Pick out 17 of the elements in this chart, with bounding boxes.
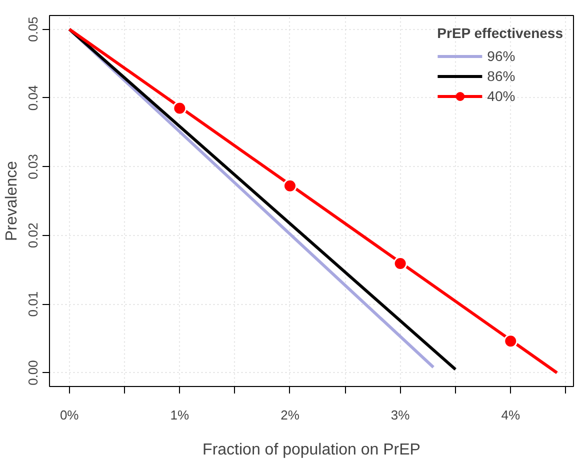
y-axis-title: Prevalence — [4, 160, 20, 242]
x-tick-label: 3% — [390, 408, 410, 422]
legend-label: 40% — [487, 88, 516, 104]
legend-label: 86% — [487, 68, 516, 84]
x-tick-label: 1% — [170, 408, 190, 422]
legend-label: 96% — [487, 48, 516, 64]
legend-title: PrEP effectiveness — [437, 25, 563, 41]
x-tick-label: 0% — [60, 408, 80, 422]
x-tick-label: 4% — [501, 408, 520, 422]
y-tick-label: 0.05 — [26, 16, 40, 42]
y-tick-label: 0.00 — [26, 360, 40, 386]
x-axis-title: Fraction of population on PrEP — [202, 442, 420, 458]
y-tick-label: 0.03 — [26, 154, 40, 180]
y-tick-label: 0.01 — [26, 291, 40, 317]
y-tick-label: 0.02 — [26, 222, 40, 248]
y-tick-label: 0.04 — [26, 85, 40, 111]
x-tick-label: 2% — [280, 408, 300, 422]
